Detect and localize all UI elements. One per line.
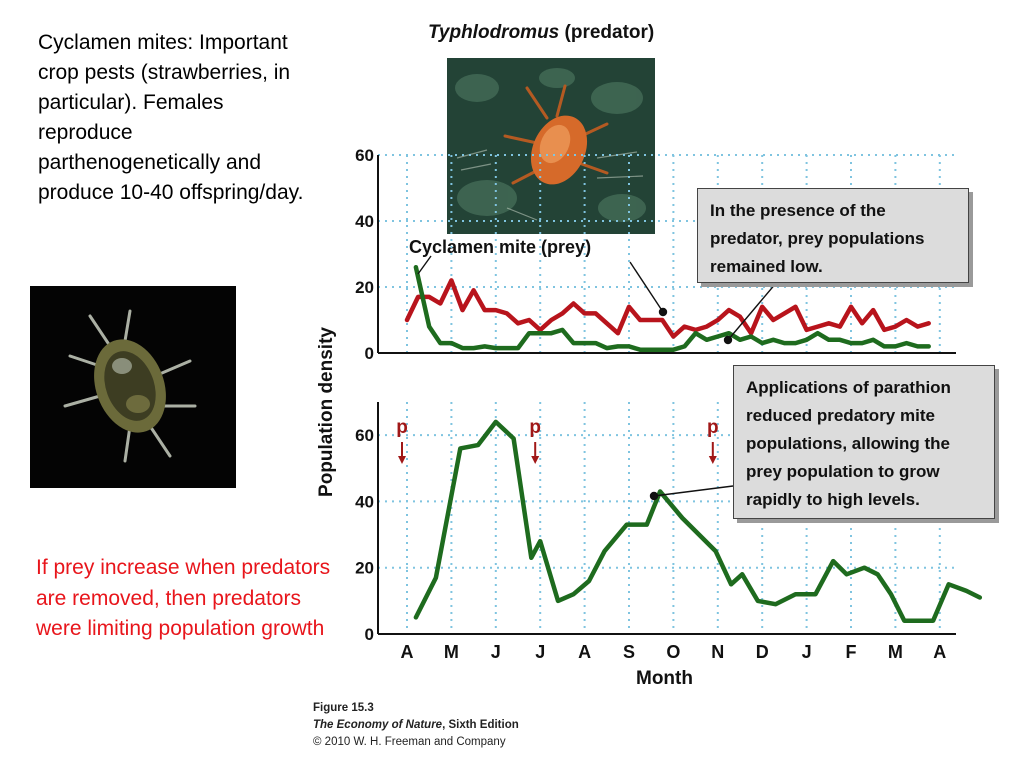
figure-number: Figure 15.3 — [313, 702, 374, 714]
x-tick-label: N — [711, 642, 724, 662]
chart-labels: 0 20 40 60 0 20 40 60 p p p A M J J A S O N D J F M A — [355, 146, 946, 662]
predator-leader-line — [629, 261, 664, 313]
y-tick-label: 40 — [355, 212, 374, 231]
parathion-arrow-head — [531, 456, 540, 464]
x-tick-label: F — [846, 642, 857, 662]
predator-leader-dot — [658, 307, 668, 317]
y-tick-label: 20 — [355, 278, 374, 297]
x-tick-label: S — [623, 642, 635, 662]
y-tick-label: 0 — [365, 625, 374, 644]
prey-low-leader-line — [727, 275, 783, 341]
x-tick-label: J — [491, 642, 501, 662]
parathion-marker-label: p — [529, 417, 541, 438]
x-tick-label: M — [444, 642, 459, 662]
cyclamen-mite-photo — [30, 286, 236, 488]
x-tick-label: M — [888, 642, 903, 662]
x-tick-label: J — [535, 642, 545, 662]
presence-caption-box: In the presence of the predator, prey po… — [697, 188, 969, 283]
parathion-marker-label: p — [396, 417, 408, 438]
parathion-arrow-head — [398, 456, 406, 464]
x-tick-label: A — [933, 642, 946, 662]
x-tick-label: D — [756, 642, 769, 662]
description-text: Cyclamen mites: Important crop pests (st… — [38, 31, 304, 204]
conclusion-text: If prey increase when predators are remo… — [36, 556, 331, 640]
copyright-line: © 2010 W. H. Freeman and Company — [313, 736, 506, 748]
book-title-italic: The Economy of Nature — [313, 719, 443, 731]
prey-series-label: Cyclamen mite (prey) — [409, 237, 592, 257]
figure-credit: Figure 15.3 The Economy of Nature, Sixth… — [313, 700, 519, 751]
parathion-arrow-head — [708, 456, 717, 464]
top-typhlodromus-predator-line — [404, 278, 931, 339]
y-tick-label: 60 — [355, 426, 374, 445]
prey-low-leader-dot — [723, 335, 733, 345]
book-title: The Economy of Nature, Sixth Edition — [313, 717, 519, 734]
x-tick-label: J — [802, 642, 812, 662]
parathion-caption-box: Applications of parathion reduced predat… — [733, 365, 995, 519]
cyclamen-mite-illustration — [30, 286, 236, 488]
predator-role: (predator) — [559, 22, 655, 43]
parathion-leader-dot — [649, 491, 659, 501]
y-tick-label: 40 — [355, 492, 374, 511]
y-tick-label: 60 — [355, 146, 374, 165]
x-axis-title: Month — [636, 668, 693, 689]
bottom-cyclamen-mite-prey-line — [413, 419, 983, 623]
book-edition: , Sixth Edition — [442, 719, 519, 731]
top-cyclamen-mite-prey-line — [413, 264, 931, 352]
parathion-leader-line — [653, 485, 734, 497]
prey-leader-line — [417, 255, 432, 275]
x-tick-label: O — [666, 642, 680, 662]
leader-lines — [417, 255, 783, 501]
chart-axes — [377, 155, 956, 635]
predator-title: Typhlodromus (predator) — [428, 22, 654, 44]
predator-mite-photo — [447, 58, 655, 234]
y-tick-label: 20 — [355, 559, 374, 578]
predator-genus: Typhlodromus — [428, 22, 560, 43]
predator-mite-illustration — [447, 58, 655, 234]
x-tick-label: A — [401, 642, 414, 662]
x-tick-label: A — [578, 642, 591, 662]
parathion-marker-label: p — [707, 417, 719, 438]
chart-series — [404, 264, 983, 623]
y-tick-label: 0 — [365, 344, 374, 363]
